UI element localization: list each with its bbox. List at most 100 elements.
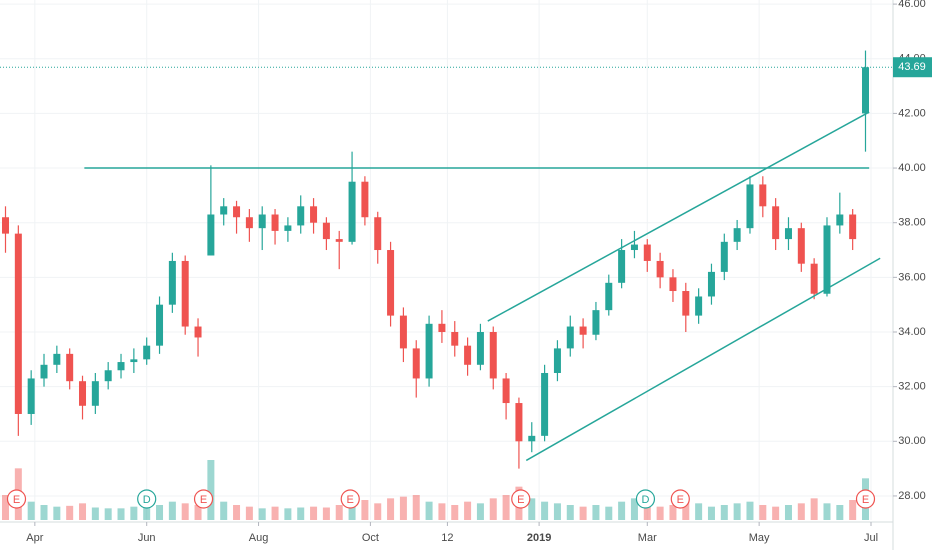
- candle-body: [656, 260, 664, 278]
- candle-body: [335, 239, 343, 242]
- volume-bar: [541, 501, 549, 520]
- candle-body: [579, 326, 587, 335]
- volume-bar: [374, 503, 382, 520]
- candle-body: [451, 332, 459, 346]
- candle-body: [284, 225, 292, 231]
- candle-body: [630, 244, 638, 251]
- volume-bar: [181, 503, 189, 520]
- candle-body: [399, 315, 407, 349]
- volume-bar: [79, 503, 87, 520]
- event-label: E: [677, 494, 684, 506]
- candle-body: [27, 378, 35, 414]
- event-marker: [511, 489, 531, 509]
- trend-line: [525, 257, 881, 462]
- candle-body: [849, 214, 857, 240]
- event-label: D: [143, 494, 151, 506]
- last-price-label: 43.69: [898, 61, 926, 73]
- candle-body: [297, 206, 305, 226]
- volume-bar: [2, 495, 10, 520]
- candle-body: [130, 359, 138, 363]
- candle-body: [14, 233, 22, 414]
- volume-bar: [618, 501, 626, 520]
- candle-body: [40, 364, 48, 379]
- volume-bar: [156, 505, 164, 520]
- event-marker: [635, 489, 656, 509]
- candle-body: [322, 222, 330, 240]
- volume-bar: [104, 508, 112, 520]
- volume-bar: [759, 505, 767, 520]
- candle-body: [220, 206, 228, 215]
- candle-body: [271, 214, 279, 231]
- volume-bar: [53, 506, 61, 520]
- candle-body: [772, 206, 780, 240]
- x-tick-label: Aug: [249, 532, 269, 544]
- candle-body: [784, 228, 792, 240]
- trend-line: [487, 111, 870, 322]
- candle-body: [91, 381, 99, 406]
- volume-bar: [233, 505, 241, 520]
- y-tick-label: 28.00: [898, 490, 926, 502]
- candle-body: [387, 250, 395, 316]
- volume-bar: [797, 503, 805, 520]
- volume-bar: [849, 500, 857, 520]
- y-tick-label: 40.00: [898, 162, 926, 174]
- volume-bar: [746, 501, 754, 520]
- volume-bar: [207, 460, 215, 520]
- x-tick-label: 12: [441, 532, 453, 544]
- event-label: E: [13, 494, 20, 506]
- candle-body: [528, 435, 536, 442]
- volume-bar: [438, 503, 446, 520]
- candle-body: [643, 244, 651, 261]
- candle-body: [682, 291, 690, 316]
- x-tick-label: Oct: [362, 532, 379, 544]
- candle-body: [592, 310, 600, 335]
- volume-bar: [284, 508, 292, 520]
- volume-bar: [335, 505, 343, 520]
- volume-bar: [784, 505, 792, 520]
- volume-bar: [297, 507, 305, 520]
- candle-body: [618, 250, 626, 283]
- volume-bar: [322, 507, 330, 520]
- candle-body: [823, 225, 831, 294]
- candle-body: [310, 206, 318, 223]
- y-tick-label: 30.00: [898, 435, 926, 447]
- volume-bar: [168, 501, 176, 520]
- volume-bar: [772, 506, 780, 520]
- candle-body: [348, 181, 356, 242]
- candle-layer: [2, 50, 869, 469]
- candle-body: [207, 214, 215, 256]
- candle-body: [733, 228, 741, 242]
- volume-bar: [310, 506, 318, 520]
- candle-body: [181, 260, 189, 327]
- volume-bar: [810, 498, 818, 520]
- candle-body: [707, 271, 715, 297]
- candle-body: [117, 362, 125, 371]
- candle-body: [566, 326, 574, 349]
- y-tick-label: 38.00: [898, 217, 926, 229]
- volume-bar: [656, 506, 664, 520]
- volume-bar: [361, 500, 369, 520]
- x-tick-label: May: [749, 532, 770, 544]
- x-tick-label: Jun: [138, 532, 156, 544]
- event-marker: [137, 489, 157, 509]
- volume-bar: [40, 505, 48, 520]
- volume-bar: [502, 495, 510, 520]
- event-label: E: [347, 494, 354, 506]
- event-label: D: [641, 494, 649, 506]
- candle-body: [194, 326, 202, 338]
- volume-bar: [245, 506, 253, 520]
- volume-bar: [399, 496, 407, 520]
- volume-bar: [220, 501, 228, 520]
- volume-bar: [528, 498, 536, 520]
- volume-bar: [643, 505, 651, 520]
- candle-body: [168, 260, 176, 305]
- candle-body: [438, 323, 446, 333]
- candle-body: [79, 381, 87, 406]
- candle-body: [605, 282, 613, 311]
- volume-bar: [592, 505, 600, 520]
- last-price-box: [893, 57, 932, 78]
- event-marker: [855, 489, 876, 509]
- candle-body: [836, 214, 844, 226]
- candle-body: [746, 184, 754, 229]
